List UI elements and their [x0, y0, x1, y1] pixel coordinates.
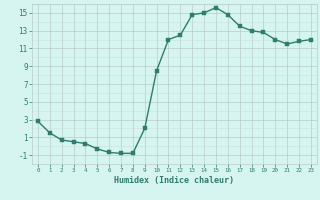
X-axis label: Humidex (Indice chaleur): Humidex (Indice chaleur): [115, 176, 234, 185]
